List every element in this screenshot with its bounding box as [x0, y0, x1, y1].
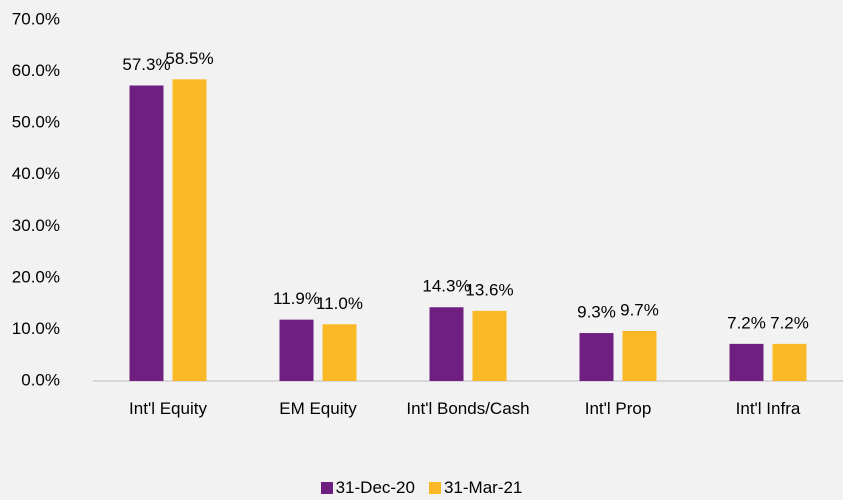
data-label: 7.2% [727, 313, 766, 332]
data-label: 9.3% [577, 303, 616, 322]
bar [172, 79, 207, 382]
bar [429, 307, 464, 381]
y-tick-label: 0.0% [21, 370, 60, 389]
data-label: 14.3% [422, 277, 470, 296]
bar [772, 343, 807, 381]
bar [279, 319, 314, 381]
y-tick-label: 20.0% [12, 267, 60, 286]
bar [729, 343, 764, 381]
data-label: 57.3% [122, 55, 170, 74]
legend-label: 31-Dec-20 [335, 478, 415, 497]
data-label: 11.0% [316, 294, 363, 313]
legend-swatch [320, 482, 333, 494]
y-tick-label: 50.0% [12, 113, 60, 132]
data-label: 13.6% [465, 280, 513, 299]
y-tick-label: 70.0% [12, 9, 60, 28]
y-tick-label: 60.0% [12, 61, 60, 80]
y-tick-label: 30.0% [12, 216, 60, 235]
x-tick-label: EM Equity [279, 399, 357, 418]
bar [622, 330, 657, 381]
x-tick-label: Int'l Equity [129, 399, 207, 418]
bar [579, 333, 614, 381]
data-label: 58.5% [165, 49, 213, 68]
y-tick-label: 40.0% [12, 164, 60, 183]
y-tick-label: 10.0% [12, 319, 60, 338]
data-label: 9.7% [620, 300, 659, 319]
legend-item: 31-Dec-20 [320, 478, 415, 498]
legend: 31-Dec-20 31-Mar-21 [0, 478, 843, 498]
data-label: 11.9% [273, 289, 320, 308]
legend-item: 31-Mar-21 [428, 478, 523, 498]
bar [472, 310, 507, 381]
bar [322, 324, 357, 381]
x-tick-label: Int'l Bonds/Cash [406, 399, 530, 418]
bar [129, 85, 164, 381]
legend-swatch [428, 482, 441, 494]
x-tick-label: Int'l Prop [584, 399, 652, 418]
legend-label: 31-Mar-21 [443, 478, 523, 497]
data-label: 7.2% [770, 313, 809, 332]
x-tick-label: Int'l Infra [735, 399, 801, 418]
